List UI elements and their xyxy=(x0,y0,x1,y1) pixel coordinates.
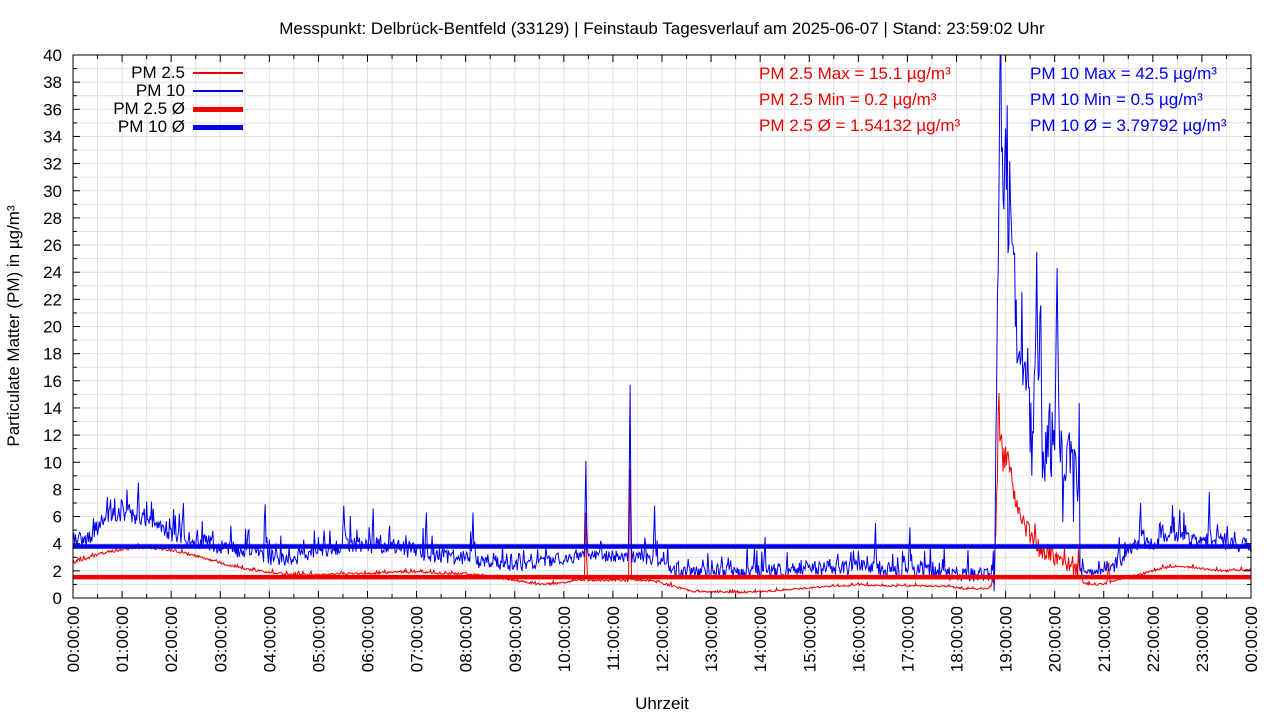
y-tick-label: 38 xyxy=(43,73,62,92)
x-tick-label: 05:00:00 xyxy=(309,606,328,672)
y-tick-label: 2 xyxy=(53,562,62,581)
y-tick-label: 18 xyxy=(43,345,62,364)
y-tick-label: 26 xyxy=(43,236,62,255)
x-tick-label: 01:00:00 xyxy=(113,606,132,672)
x-tick-label: 13:00:00 xyxy=(702,606,721,672)
pm25-avg-stat: PM 2.5 Ø = 1.54132 µg/m³ xyxy=(759,116,961,135)
y-tick-label: 30 xyxy=(43,182,62,201)
x-tick-label: 10:00:00 xyxy=(555,606,574,672)
legend: PM 2.5 PM 10 PM 2.5 Ø PM 10 Ø xyxy=(0,63,243,136)
x-tick-label: 12:00:00 xyxy=(653,606,672,672)
y-tick-label: 34 xyxy=(43,127,62,146)
legend-label: PM 2.5 xyxy=(131,63,185,82)
x-tick-label: 04:00:00 xyxy=(260,606,279,672)
legend-item-pm25-avg: PM 2.5 Ø xyxy=(0,99,243,118)
y-tick-label: 14 xyxy=(43,399,62,418)
pm25-max-stat: PM 2.5 Max = 15.1 µg/m³ xyxy=(759,64,951,83)
x-tick-label: 18:00:00 xyxy=(948,606,967,672)
pm10-avg-line-swatch xyxy=(193,124,243,130)
y-tick-label: 6 xyxy=(53,508,62,527)
x-tick-label: 09:00:00 xyxy=(506,606,525,672)
legend-item-pm10-avg: PM 10 Ø xyxy=(0,117,243,136)
legend-label: PM 10 xyxy=(135,81,185,100)
x-tick-label: 17:00:00 xyxy=(898,606,917,672)
y-tick-label: 12 xyxy=(43,426,62,445)
legend-item-pm10: PM 10 xyxy=(0,81,243,100)
pm25-line xyxy=(73,392,1251,595)
x-axis-title: Uhrzeit xyxy=(635,694,689,713)
pm25-min-stat: PM 2.5 Min = 0.2 µg/m³ xyxy=(759,90,937,109)
y-tick-label: 32 xyxy=(43,155,62,174)
y-tick-label: 0 xyxy=(53,589,62,608)
pm10-line xyxy=(73,55,1251,592)
x-tick-label: 15:00:00 xyxy=(800,606,819,672)
x-tick-label: 16:00:00 xyxy=(849,606,868,672)
x-tick-label: 19:00:00 xyxy=(997,606,1016,672)
y-tick-label: 24 xyxy=(43,263,62,282)
y-tick-label: 16 xyxy=(43,372,62,391)
legend-item-pm25: PM 2.5 xyxy=(0,63,243,82)
x-tick-label: 20:00:00 xyxy=(1046,606,1065,672)
legend-label: PM 10 Ø xyxy=(117,117,185,136)
x-tick-label: 07:00:00 xyxy=(408,606,427,672)
y-tick-label: 40 xyxy=(43,46,62,65)
y-tick-label: 10 xyxy=(43,453,62,472)
x-tick-label: 02:00:00 xyxy=(162,606,181,672)
x-tick-label: 22:00:00 xyxy=(1144,606,1163,672)
y-tick-label: 36 xyxy=(43,100,62,119)
x-tick-label: 14:00:00 xyxy=(751,606,770,672)
y-tick-label: 4 xyxy=(53,535,62,554)
x-tick-label: 00:00:00 xyxy=(1242,606,1261,672)
pm10-max-stat: PM 10 Max = 42.5 µg/m³ xyxy=(1030,64,1217,83)
y-tick-label: 28 xyxy=(43,209,62,228)
series-group xyxy=(73,55,1251,595)
pm10-min-stat: PM 10 Min = 0.5 µg/m³ xyxy=(1030,90,1203,109)
x-tick-label: 23:00:00 xyxy=(1193,606,1212,672)
x-tick-label: 06:00:00 xyxy=(359,606,378,672)
y-tick-label: 8 xyxy=(53,480,62,499)
pm10-avg-stat: PM 10 Ø = 3.79792 µg/m³ xyxy=(1030,116,1227,135)
pm25-stats: PM 2.5 Max = 15.1 µg/m³ PM 2.5 Min = 0.2… xyxy=(759,61,960,139)
y-tick-label: 20 xyxy=(43,318,62,337)
pm25-line-swatch xyxy=(193,72,243,74)
pm10-line-swatch xyxy=(193,90,243,92)
legend-label: PM 2.5 Ø xyxy=(113,99,185,118)
chart-title: Messpunkt: Delbrück-Bentfeld (33129) | F… xyxy=(279,19,1045,38)
x-tick-label: 21:00:00 xyxy=(1095,606,1114,672)
pm10-stats: PM 10 Max = 42.5 µg/m³ PM 10 Min = 0.5 µ… xyxy=(1030,61,1226,139)
x-tick-label: 08:00:00 xyxy=(457,606,476,672)
y-tick-label: 22 xyxy=(43,290,62,309)
pm25-avg-line-swatch xyxy=(193,106,243,112)
x-tick-label: 11:00:00 xyxy=(604,606,623,671)
x-tick-label: 00:00:00 xyxy=(64,606,83,672)
x-tick-label: 03:00:00 xyxy=(211,606,230,672)
